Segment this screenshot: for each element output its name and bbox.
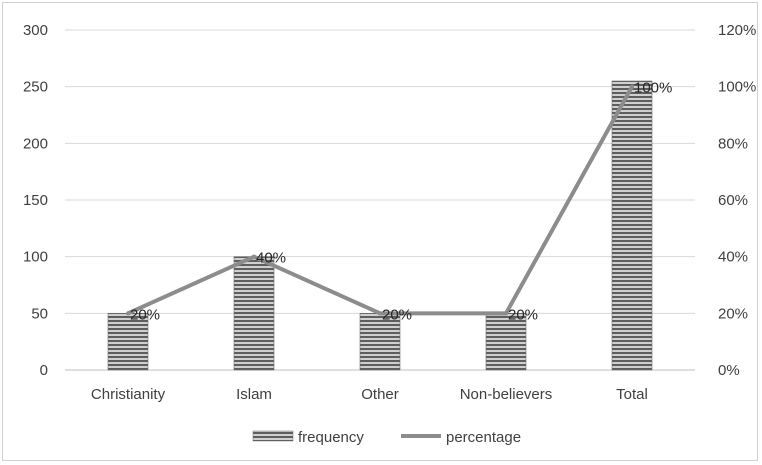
percentage-data-label: 20% <box>508 306 538 323</box>
right-tick-label: 0% <box>718 362 740 379</box>
frequency-bar <box>611 80 653 371</box>
percentage-data-label: 20% <box>130 306 160 323</box>
legend: frequency percentage <box>252 429 521 446</box>
category-label: Christianity <box>91 386 166 403</box>
percentage-point <box>630 84 634 89</box>
data-labels: 20% 40% 20% 20% 100% <box>130 80 672 324</box>
frequency-bar <box>233 256 275 371</box>
right-tick-label: 80% <box>718 135 748 152</box>
right-y-axis: 0% 20% 40% 60% 80% 100% 120% <box>718 22 756 379</box>
legend-frequency-label: frequency <box>298 429 364 446</box>
frequency-bar <box>107 313 149 371</box>
percentage-point <box>126 311 130 316</box>
percentage-data-label: 100% <box>634 80 672 97</box>
category-label: Total <box>616 386 648 403</box>
left-tick-label: 250 <box>23 79 48 96</box>
x-axis-categories: Christianity Islam Other Non-believers Total <box>91 386 648 403</box>
percentage-line <box>126 84 634 316</box>
percentage-point <box>378 311 382 316</box>
right-tick-label: 120% <box>718 22 756 39</box>
percentage-point <box>252 254 256 259</box>
left-y-axis: 0 50 100 150 200 250 300 <box>23 22 48 379</box>
left-tick-label: 300 <box>23 22 48 39</box>
legend-percentage-label: percentage <box>446 429 521 446</box>
right-tick-label: 100% <box>718 79 756 96</box>
frequency-bars <box>107 80 653 371</box>
percentage-data-label: 40% <box>256 250 286 267</box>
left-tick-label: 50 <box>31 305 48 322</box>
right-tick-label: 20% <box>718 305 748 322</box>
left-tick-label: 0 <box>40 362 48 379</box>
frequency-bar <box>485 313 527 371</box>
left-tick-label: 150 <box>23 192 48 209</box>
legend-frequency-swatch <box>252 430 294 442</box>
category-label: Other <box>361 386 399 403</box>
left-tick-label: 200 <box>23 135 48 152</box>
gridlines <box>65 29 695 371</box>
percentage-point <box>504 311 508 316</box>
category-label: Non-believers <box>460 386 553 403</box>
right-tick-label: 60% <box>718 192 748 209</box>
frequency-bar <box>359 313 401 371</box>
category-label: Islam <box>236 386 272 403</box>
right-tick-label: 40% <box>718 249 748 266</box>
percentage-data-label: 20% <box>382 306 412 323</box>
left-tick-label: 100 <box>23 249 48 266</box>
